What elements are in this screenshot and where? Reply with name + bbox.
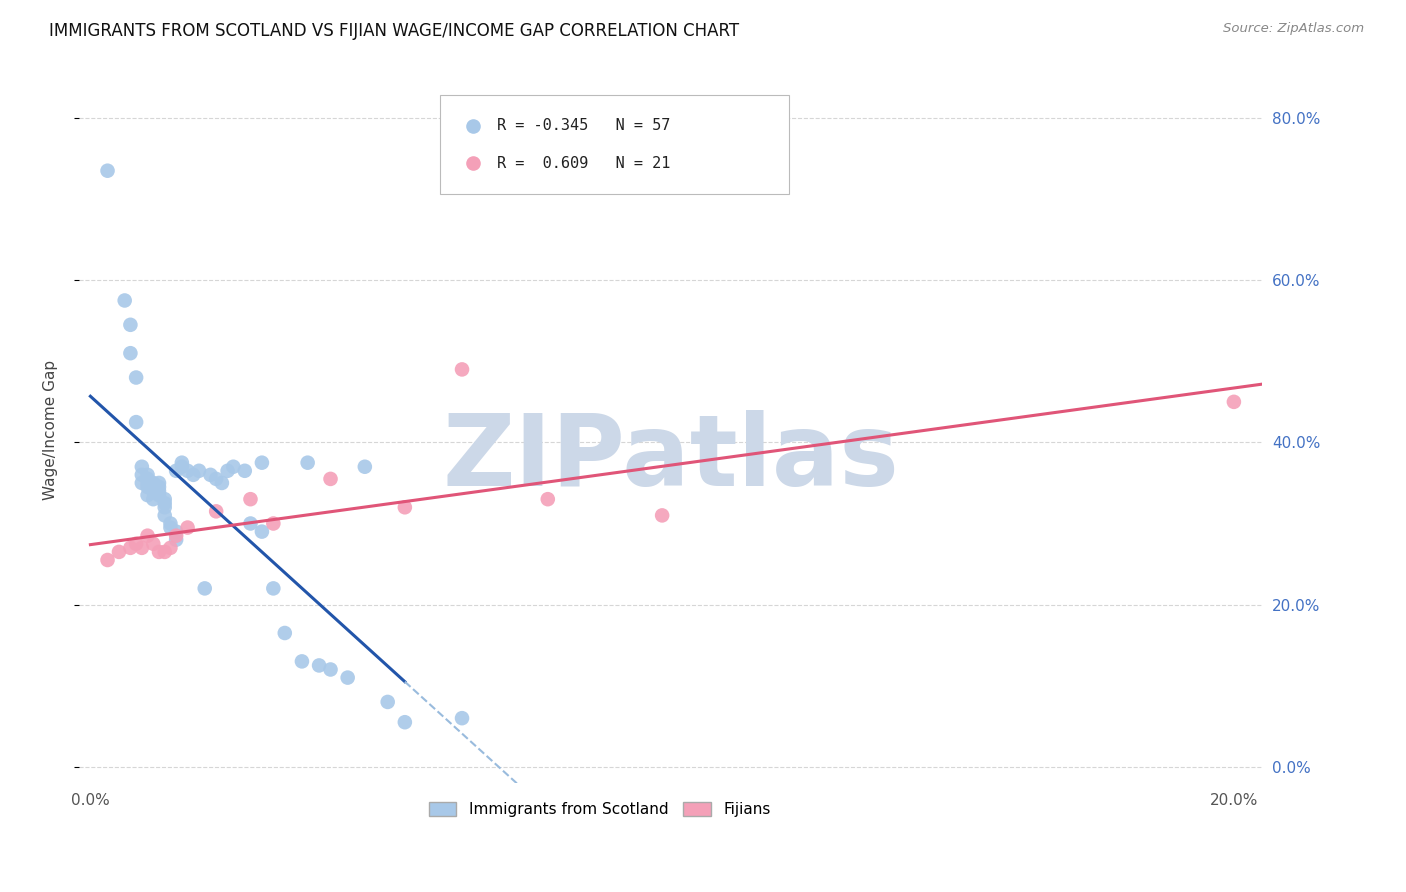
Text: IMMIGRANTS FROM SCOTLAND VS FIJIAN WAGE/INCOME GAP CORRELATION CHART: IMMIGRANTS FROM SCOTLAND VS FIJIAN WAGE/… [49, 22, 740, 40]
Point [142, 484, 165, 499]
Point [120, 541, 142, 555]
Point [125, 370, 148, 384]
Point [159, 520, 181, 534]
Point [205, 504, 228, 518]
Point [217, 464, 239, 478]
Point [394, 500, 416, 515]
Point [188, 464, 211, 478]
Point [319, 472, 342, 486]
Point [451, 362, 474, 376]
Legend: Immigrants from Scotland, Fijians: Immigrants from Scotland, Fijians [422, 795, 778, 825]
Point [176, 520, 198, 534]
Point [131, 467, 153, 482]
Point [194, 582, 217, 596]
Point [262, 516, 284, 531]
Point [1223, 395, 1246, 409]
Point [165, 464, 187, 478]
Point [96, 163, 118, 178]
Point [148, 484, 170, 499]
Point [537, 492, 560, 507]
Point [136, 475, 159, 490]
Point [205, 472, 228, 486]
Point [377, 695, 399, 709]
Point [153, 545, 176, 559]
Point [120, 346, 142, 360]
Point [319, 663, 342, 677]
Point [136, 467, 159, 482]
Point [96, 553, 118, 567]
Point [142, 480, 165, 494]
Point [136, 472, 159, 486]
Point [308, 658, 330, 673]
Point [114, 293, 136, 308]
Point [291, 654, 314, 668]
Point [222, 459, 245, 474]
Text: R =  0.609   N = 21: R = 0.609 N = 21 [496, 155, 671, 170]
Point [239, 492, 262, 507]
Point [297, 456, 319, 470]
Point [250, 524, 273, 539]
Point [131, 459, 153, 474]
Point [262, 582, 284, 596]
Text: ZIPatlas: ZIPatlas [443, 410, 900, 507]
Point [211, 475, 233, 490]
Point [120, 318, 142, 332]
Point [131, 475, 153, 490]
Point [165, 529, 187, 543]
Point [142, 475, 165, 490]
Point [108, 545, 131, 559]
Point [136, 488, 159, 502]
Point [131, 541, 153, 555]
Point [153, 508, 176, 523]
Point [148, 545, 170, 559]
Point [394, 715, 416, 730]
Point [136, 480, 159, 494]
FancyBboxPatch shape [440, 95, 789, 194]
Point [142, 492, 165, 507]
Y-axis label: Wage/Income Gap: Wage/Income Gap [44, 360, 58, 500]
Point [153, 496, 176, 510]
Point [274, 626, 297, 640]
Point [165, 524, 187, 539]
Point [148, 475, 170, 490]
Point [250, 456, 273, 470]
Point [148, 480, 170, 494]
Text: R = -0.345   N = 57: R = -0.345 N = 57 [496, 119, 671, 133]
Point [176, 464, 198, 478]
Point [148, 488, 170, 502]
Point [451, 711, 474, 725]
Point [165, 533, 187, 547]
Point [125, 415, 148, 429]
Point [125, 537, 148, 551]
Point [353, 459, 375, 474]
Point [233, 464, 256, 478]
Point [170, 459, 193, 474]
Point [336, 671, 359, 685]
Point [239, 516, 262, 531]
Point [153, 492, 176, 507]
Point [159, 541, 181, 555]
Point [142, 537, 165, 551]
Point [153, 500, 176, 515]
Point [170, 456, 193, 470]
Point [651, 508, 673, 523]
Point [181, 467, 204, 482]
Text: Source: ZipAtlas.com: Source: ZipAtlas.com [1223, 22, 1364, 36]
Point [136, 529, 159, 543]
Point [159, 516, 181, 531]
Point [200, 467, 222, 482]
